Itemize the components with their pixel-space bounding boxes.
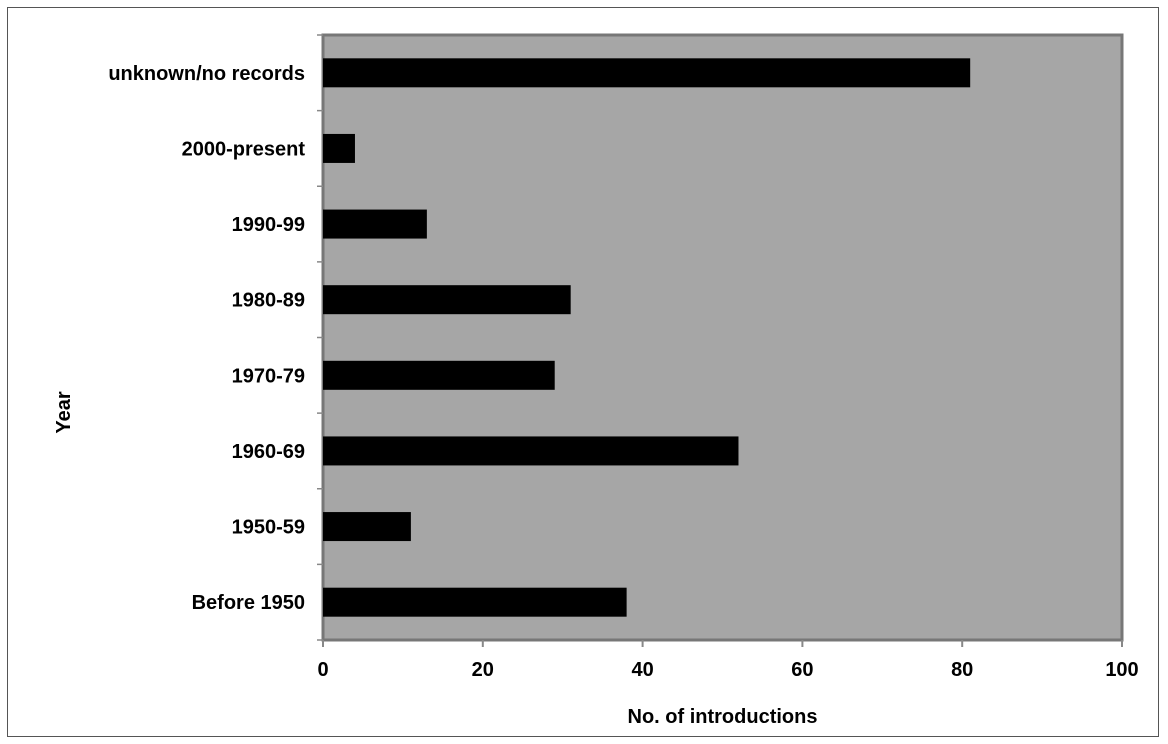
x-tick-label: 80: [951, 659, 973, 681]
bar-unknown-no-records: [323, 58, 971, 88]
plot-area: [321, 33, 1124, 642]
x-axis-title: No. of introductions: [628, 706, 818, 728]
y-axis: Before 1950 1950-59 1960-69 1970-79 1980-89 1…: [108, 34, 323, 641]
bar-2000-present: [323, 133, 355, 163]
x-tick-label: 20: [472, 659, 494, 681]
x-tick-label: 100: [1105, 659, 1138, 681]
bars: [323, 58, 971, 617]
y-tick-label: 1950-59: [232, 517, 305, 539]
y-tick-label: 1980-89: [232, 290, 305, 312]
bar-before-1950: [323, 587, 627, 617]
y-tick-label: 1990-99: [232, 214, 305, 236]
x-tick-label: 60: [791, 659, 813, 681]
bar-1970-79: [323, 360, 555, 390]
x-tick-label: 40: [631, 659, 653, 681]
x-tick-label: 0: [317, 659, 328, 681]
y-tick-label: unknown/no records: [108, 63, 305, 85]
bar-1990-99: [323, 209, 427, 239]
y-tick-label: 2000-present: [182, 138, 306, 160]
x-axis: 0 20 40 60 80 100: [317, 640, 1139, 681]
bar-1980-89: [323, 285, 571, 315]
y-axis-title: Year: [53, 391, 75, 433]
y-tick-label: 1970-79: [232, 365, 305, 387]
bar-1960-69: [323, 436, 739, 466]
y-tick-label: 1960-69: [232, 441, 305, 463]
y-tick-label: Before 1950: [192, 592, 305, 614]
bar-1950-59: [323, 512, 411, 542]
